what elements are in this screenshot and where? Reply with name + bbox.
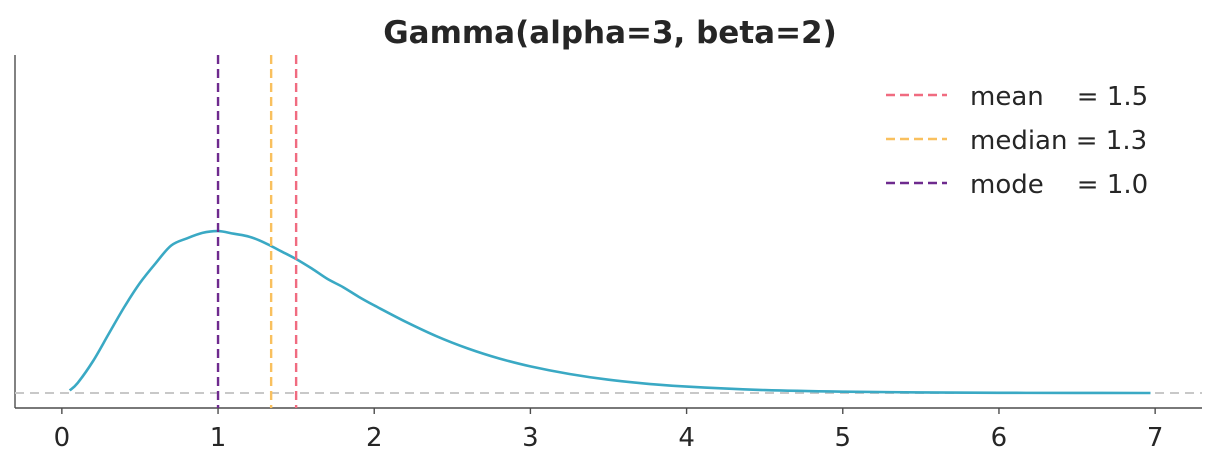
density-curve [68,229,1151,395]
x-tick-label: 1 [210,423,227,453]
x-tick-label: 0 [54,423,71,453]
legend-label-median: median = 1.3 [970,126,1147,156]
x-tick-label: 5 [835,423,852,453]
x-tick-label: 2 [366,423,383,453]
x-tick-label: 4 [678,423,695,453]
legend-label-mean: mean = 1.5 [970,82,1148,112]
x-tick-label: 7 [1147,423,1164,453]
x-tick-label: 3 [522,423,539,453]
reference-lines [216,55,298,408]
x-tick-label: 6 [991,423,1008,453]
x-ticks: 0 1 2 3 4 5 6 7 [54,408,1164,453]
legend: mean = 1.5 median = 1.3 mode = 1.0 [886,82,1148,200]
legend-label-mode: mode = 1.0 [970,170,1148,200]
chart-title: Gamma(alpha=3, beta=2) [383,15,837,51]
